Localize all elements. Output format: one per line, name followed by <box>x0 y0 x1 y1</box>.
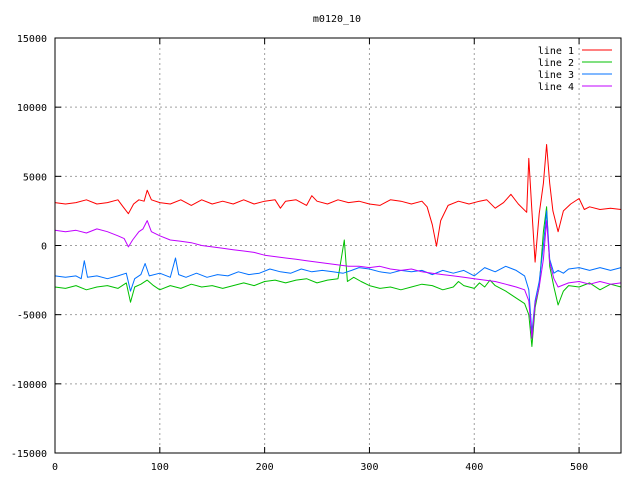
x-tick-label: 300 <box>360 462 378 473</box>
x-tick-label: 100 <box>151 462 169 473</box>
legend-label: line 3 <box>538 70 574 81</box>
legend-label: line 2 <box>538 58 574 69</box>
y-tick-label: 5000 <box>23 172 47 183</box>
grid-lines <box>55 38 621 453</box>
y-tick-label: -15000 <box>11 449 47 460</box>
x-tick-label: 0 <box>52 462 58 473</box>
x-tick-label: 200 <box>256 462 274 473</box>
series-line-2 <box>54 206 622 347</box>
series-line-1 <box>54 144 622 263</box>
plot-frame <box>54 37 622 454</box>
legend-label: line 4 <box>538 82 574 93</box>
series-line-4 <box>54 220 622 339</box>
x-tick-label: 400 <box>465 462 483 473</box>
y-tick-label: 0 <box>41 242 47 253</box>
y-tick-label: -10000 <box>11 380 47 391</box>
plot-series <box>54 144 622 347</box>
chart-title: m0120_10 <box>313 14 361 25</box>
x-axis-ticks: 0 100 200 300 400 500 <box>52 38 588 473</box>
y-tick-label: 10000 <box>17 103 47 114</box>
x-tick-label: 500 <box>570 462 588 473</box>
y-axis-ticks: -15000 -10000 -5000 0 5000 10000 15000 <box>11 34 621 460</box>
y-tick-label: -5000 <box>17 311 47 322</box>
series-line-3 <box>54 210 622 334</box>
y-tick-label: 15000 <box>17 34 47 45</box>
legend-label: line 1 <box>538 46 574 57</box>
